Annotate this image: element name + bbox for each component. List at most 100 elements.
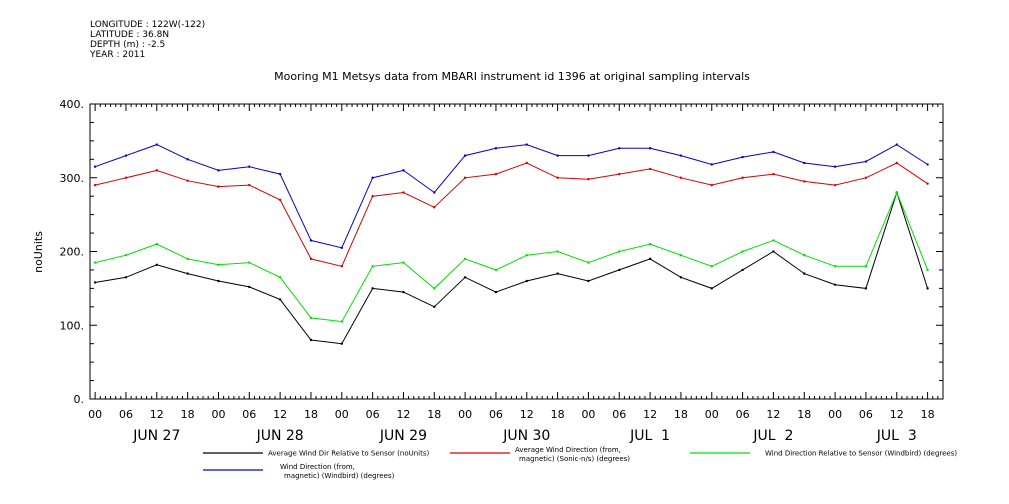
series-point-2 <box>463 176 467 179</box>
x-tick-label: 12 <box>766 408 780 421</box>
x-tick-label: 00 <box>581 408 595 421</box>
legend-label-2-line2: magnetic) (Sonic-n/s) (degrees) <box>519 455 630 463</box>
series-line-1 <box>95 190 929 345</box>
series-point-2 <box>926 182 929 185</box>
series-point-3 <box>556 250 559 253</box>
series-point-1 <box>463 276 467 279</box>
series-point-4 <box>124 154 128 157</box>
series-point-3 <box>402 261 405 264</box>
series-point-4 <box>309 239 313 242</box>
series-point-2 <box>278 198 282 202</box>
series-point-2 <box>186 179 189 182</box>
series-point-3 <box>648 242 652 246</box>
series-point-4 <box>587 154 590 157</box>
series-point-3 <box>494 268 498 272</box>
series-point-1 <box>124 276 128 279</box>
series-point-4 <box>741 155 744 159</box>
x-tick-label: 00 <box>828 408 842 421</box>
series-line-3 <box>94 191 929 323</box>
day-label: JUL 1 <box>629 428 670 444</box>
series-point-4 <box>679 154 683 157</box>
series-point-2 <box>93 183 97 187</box>
x-tick-label: 06 <box>366 408 380 421</box>
series-point-3 <box>679 253 683 257</box>
series-point-4 <box>803 161 806 165</box>
x-tick-label: 18 <box>304 408 318 421</box>
day-label: JUN 29 <box>379 428 427 444</box>
series-point-4 <box>833 165 837 168</box>
y-tick-label: 400. <box>60 98 85 111</box>
series-point-2 <box>772 172 775 176</box>
series-point-1 <box>93 281 97 284</box>
series-point-3 <box>710 265 713 268</box>
x-tick-label: 18 <box>921 408 935 421</box>
y-tick-label: 0. <box>74 393 85 406</box>
day-label: JUN 27 <box>132 428 180 444</box>
legend-label-4: Wind Direction (from, <box>280 463 355 471</box>
series-point-4 <box>186 158 189 161</box>
series-point-1 <box>833 283 837 286</box>
x-tick-label: 12 <box>396 408 410 421</box>
chart-title: Mooring M1 Metsys data from MBARI instru… <box>274 70 750 83</box>
x-tick-label: 18 <box>551 408 565 421</box>
series-point-1 <box>186 272 189 275</box>
x-tick-label: 00 <box>211 408 225 421</box>
series-point-4 <box>926 163 929 166</box>
metadata-block: LONGITUDE : 122W(-122) LATITUDE : 36.8N … <box>90 20 205 60</box>
x-tick-label: 18 <box>427 408 441 421</box>
series-point-1 <box>803 272 806 275</box>
legend-label-4-line2: magnetic) (Windbird) (degrees) <box>284 472 395 480</box>
series-point-3 <box>864 265 868 268</box>
series-point-1 <box>278 298 282 301</box>
series-point-3 <box>895 191 898 194</box>
series-point-3 <box>278 276 282 279</box>
series-point-3 <box>463 257 467 261</box>
series-point-1 <box>710 287 713 290</box>
series-point-3 <box>155 242 159 246</box>
series-point-2 <box>248 183 251 187</box>
x-tick-label: 06 <box>736 408 750 421</box>
series-point-2 <box>833 183 837 187</box>
series-point-4 <box>864 160 868 163</box>
x-tick-label: 12 <box>520 408 534 421</box>
series-point-4 <box>155 143 159 146</box>
series-point-1 <box>371 287 374 290</box>
series-point-1 <box>864 287 868 290</box>
series-point-2 <box>710 183 713 187</box>
y-axis-label: noUnits <box>32 231 45 273</box>
series-lines <box>93 143 929 345</box>
plot-frame <box>89 103 944 400</box>
series-point-4 <box>217 169 220 172</box>
series-point-2 <box>803 180 806 183</box>
x-tick-label: 06 <box>119 408 133 421</box>
series-point-3 <box>525 253 528 257</box>
series-line-4 <box>94 144 928 249</box>
day-label: JUN 28 <box>256 428 304 444</box>
series-point-3 <box>217 263 220 266</box>
series-point-3 <box>741 250 744 253</box>
series-point-2 <box>309 257 313 261</box>
series-point-1 <box>525 279 528 283</box>
series-line-2 <box>94 162 928 267</box>
series-point-4 <box>248 165 251 168</box>
series-point-2 <box>433 206 436 209</box>
series-point-4 <box>556 154 559 157</box>
day-label: JUL 2 <box>752 428 793 444</box>
x-tick-label: 06 <box>859 408 873 421</box>
depth-text: DEPTH (m) : -2.5 <box>90 40 166 50</box>
series-point-4 <box>895 143 898 146</box>
series-point-4 <box>463 154 467 157</box>
series-point-2 <box>618 172 621 176</box>
series-point-2 <box>402 191 405 194</box>
series-point-3 <box>618 250 621 253</box>
y-tick-label: 200. <box>60 246 85 259</box>
x-tick-label: 12 <box>273 408 287 421</box>
series-point-1 <box>648 257 652 261</box>
series-point-4 <box>340 246 343 250</box>
x-tick-label: 00 <box>88 408 102 421</box>
series-point-2 <box>864 176 868 179</box>
series-point-2 <box>587 178 590 181</box>
series-point-3 <box>803 253 806 257</box>
series-point-2 <box>371 194 374 198</box>
